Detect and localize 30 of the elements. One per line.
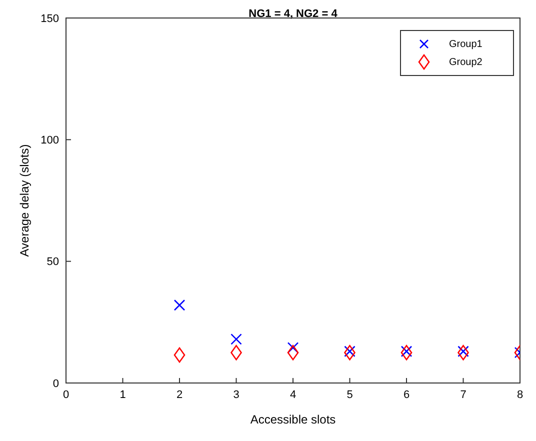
point: [174, 347, 186, 363]
x-tick-label: 4: [290, 388, 296, 401]
x-axis-title: Accessible slots: [250, 412, 336, 427]
legend-label: Group2: [449, 56, 482, 68]
point: [458, 346, 469, 358]
y-tick-label: 0: [52, 378, 59, 390]
x-tick-label: 2: [176, 388, 183, 401]
chart-title: NG1 = 4, NG2 = 4: [248, 8, 338, 20]
x-tick-label: 3: [233, 388, 240, 401]
point: [344, 344, 356, 360]
x-tick-label: 0: [62, 388, 70, 401]
point: [230, 334, 242, 345]
y-tick-label: 150: [40, 12, 59, 25]
x-tick-label: 8: [516, 388, 524, 401]
x-tick-label: 6: [403, 388, 410, 401]
point: [458, 344, 469, 360]
point: [400, 344, 412, 360]
point: [287, 344, 299, 360]
y-tick-label: 100: [40, 134, 59, 147]
x-tick-label: 1: [120, 388, 126, 401]
point: [344, 346, 356, 358]
point: [400, 346, 412, 358]
point: [230, 344, 242, 360]
y-axis-title: Average delay (slots): [17, 144, 32, 257]
y-tick-label: 50: [46, 256, 59, 268]
x-tick-label: 5: [346, 388, 353, 401]
x-tick-label: 7: [460, 388, 466, 401]
point: [287, 342, 299, 354]
point: [174, 299, 186, 311]
legend-label: Group1: [449, 38, 482, 50]
